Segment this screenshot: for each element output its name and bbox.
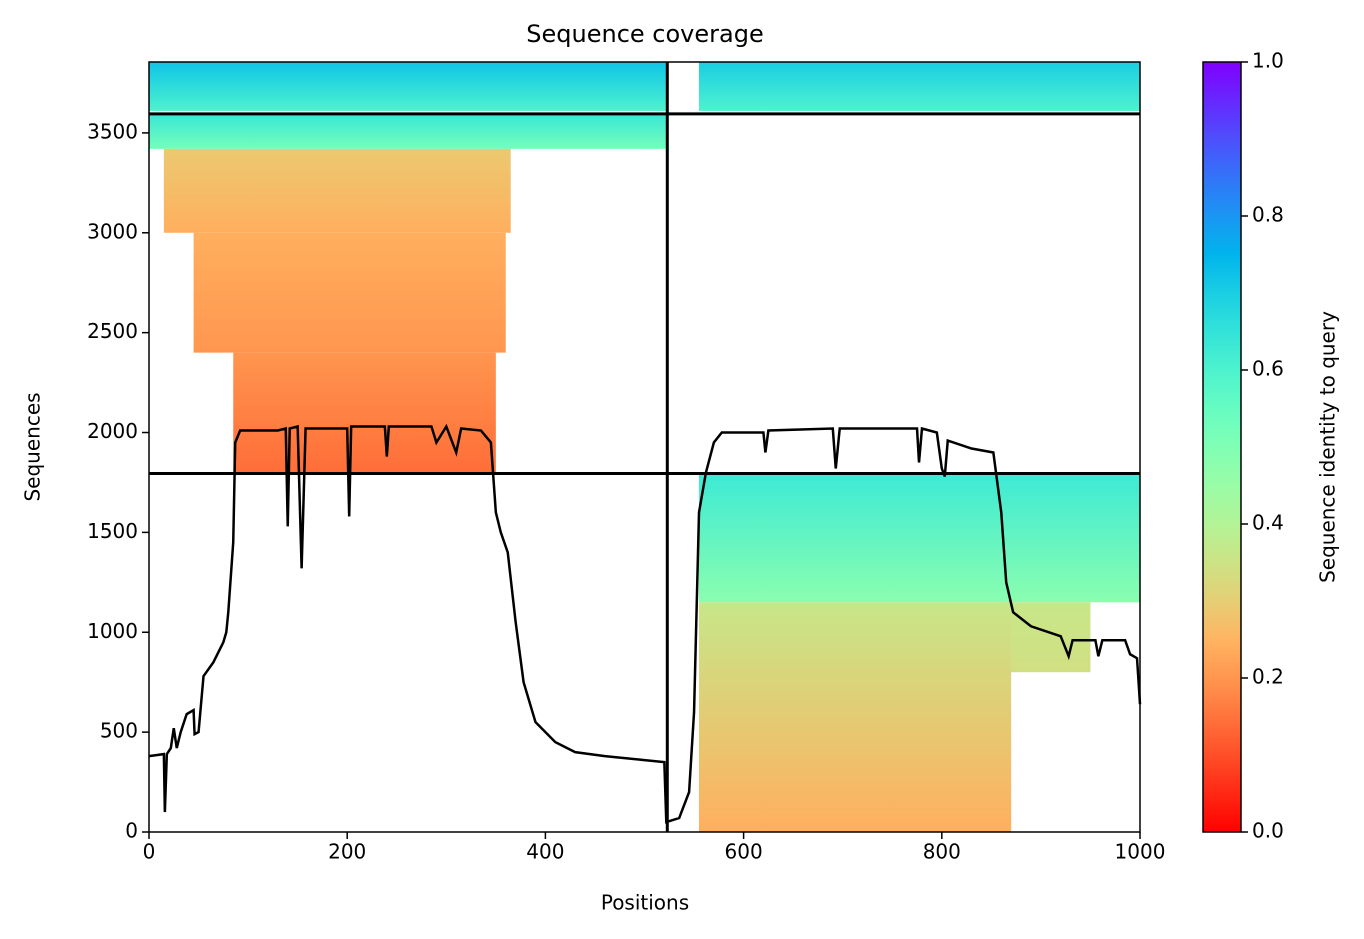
x-axis-label: Positions — [601, 891, 689, 915]
y-axis-label: Sequences — [21, 392, 45, 501]
colorbar-tick-label: 0.8 — [1252, 203, 1284, 227]
colorbar-tick-label: 0.6 — [1252, 357, 1284, 381]
colorbar-tick-label: 0.2 — [1252, 665, 1284, 689]
colorbar-tick-label: 0.4 — [1252, 511, 1284, 535]
colorbar-tick-label: 1.0 — [1252, 49, 1284, 73]
y-tick-label: 500 — [100, 719, 138, 743]
colorbar-label: Sequence identity to query — [1316, 311, 1340, 583]
x-tick-label: 800 — [923, 840, 961, 864]
x-tick-label: 600 — [725, 840, 763, 864]
plot-frame — [148, 61, 1141, 833]
y-tick-label: 1000 — [87, 619, 138, 643]
y-tick-label: 3000 — [87, 219, 138, 243]
coverage-block — [699, 473, 1140, 603]
x-tick-label: 400 — [526, 840, 564, 864]
y-tick-label: 3500 — [87, 119, 138, 143]
y-tick-label: 2000 — [87, 419, 138, 443]
colorbar — [1202, 61, 1242, 833]
coverage-block — [699, 602, 1012, 832]
colorbar-tick-label: 0.0 — [1252, 819, 1284, 843]
y-tick-label: 1500 — [87, 519, 138, 543]
chart-title: Sequence coverage — [526, 20, 763, 48]
coverage-block — [699, 62, 1140, 111]
coverage-block — [149, 113, 668, 149]
y-tick-label: 0 — [125, 819, 138, 843]
coverage-block — [193, 232, 506, 353]
coverage-line — [148, 423, 1142, 824]
x-tick-label: 0 — [143, 840, 156, 864]
coverage-block — [163, 148, 511, 233]
x-tick-label: 200 — [328, 840, 366, 864]
coverage-block — [233, 352, 496, 474]
x-tick-label: 1000 — [1115, 840, 1166, 864]
coverage-block — [149, 62, 668, 111]
y-tick-label: 2500 — [87, 319, 138, 343]
